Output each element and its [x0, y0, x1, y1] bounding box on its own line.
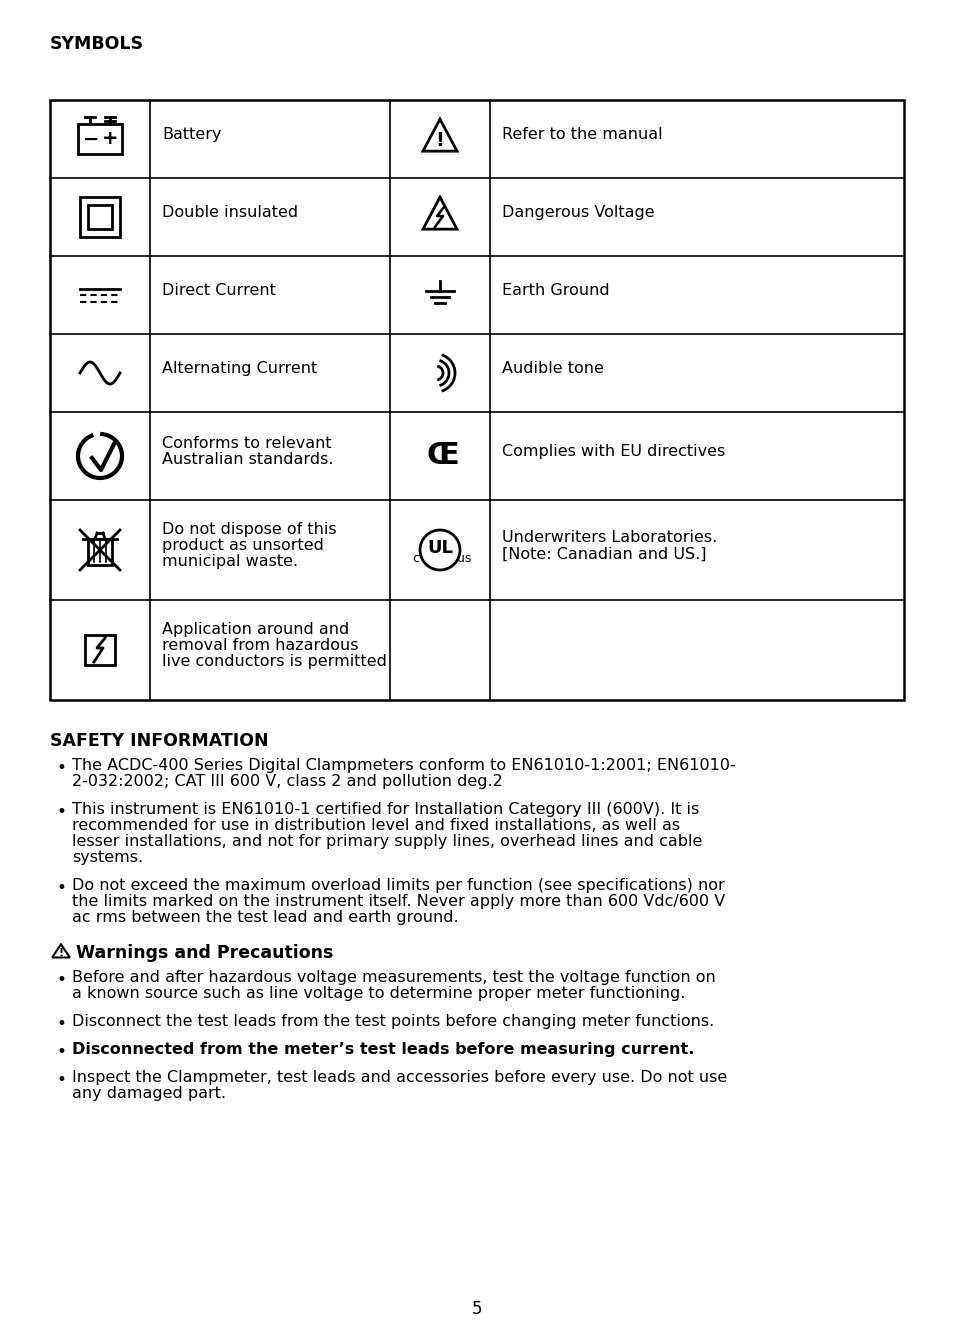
Text: removal from hazardous: removal from hazardous: [162, 639, 358, 653]
Text: •: •: [56, 1015, 66, 1033]
Text: −: −: [83, 130, 99, 148]
Text: SYMBOLS: SYMBOLS: [50, 35, 144, 53]
Text: •: •: [56, 1043, 66, 1061]
Bar: [88, 204, 112, 228]
Text: •: •: [56, 803, 66, 822]
Text: Audible tone: Audible tone: [501, 362, 603, 377]
Text: 2-032:2002; CAT III 600 V, class 2 and pollution deg.2: 2-032:2002; CAT III 600 V, class 2 and p…: [71, 774, 502, 790]
Text: Inspect the Clampmeter, test leads and accessories before every use. Do not use: Inspect the Clampmeter, test leads and a…: [71, 1070, 726, 1085]
Text: •: •: [56, 879, 66, 896]
Text: product as unsorted: product as unsorted: [162, 538, 323, 553]
Bar: [88, 538, 112, 565]
Bar: [78, 124, 122, 154]
Text: Double insulated: Double insulated: [162, 206, 297, 220]
Text: any damaged part.: any damaged part.: [71, 1086, 226, 1101]
Text: c: c: [412, 552, 419, 565]
Text: Battery: Battery: [162, 127, 221, 143]
Text: live conductors is permitted: live conductors is permitted: [162, 655, 387, 669]
Text: !: !: [58, 949, 64, 958]
Text: E: E: [438, 441, 459, 469]
Text: Conforms to relevant: Conforms to relevant: [162, 437, 332, 452]
Text: the limits marked on the instrument itself. Never apply more than 600 Vdc/600 V: the limits marked on the instrument itse…: [71, 894, 724, 908]
Text: a known source such as line voltage to determine proper meter functioning.: a known source such as line voltage to d…: [71, 986, 684, 1001]
Text: SAFETY INFORMATION: SAFETY INFORMATION: [50, 732, 269, 749]
Text: This instrument is EN61010-1 certified for Installation Category III (600V). It : This instrument is EN61010-1 certified f…: [71, 802, 699, 818]
Text: municipal waste.: municipal waste.: [162, 554, 297, 569]
Text: Before and after hazardous voltage measurements, test the voltage function on: Before and after hazardous voltage measu…: [71, 970, 715, 985]
Text: Do not exceed the maximum overload limits per function (see specifications) nor: Do not exceed the maximum overload limit…: [71, 878, 724, 892]
Text: Do not dispose of this: Do not dispose of this: [162, 522, 336, 537]
Text: •: •: [56, 1071, 66, 1089]
Text: systems.: systems.: [71, 850, 143, 864]
Text: us: us: [456, 552, 471, 565]
Text: recommended for use in distribution level and fixed installations, as well as: recommended for use in distribution leve…: [71, 818, 679, 834]
Text: Disconnected from the meter’s test leads before measuring current.: Disconnected from the meter’s test leads…: [71, 1042, 694, 1057]
Text: Dangerous Voltage: Dangerous Voltage: [501, 206, 654, 220]
Bar: [80, 196, 120, 236]
Text: Alternating Current: Alternating Current: [162, 362, 317, 377]
Text: Disconnect the test leads from the test points before changing meter functions.: Disconnect the test leads from the test …: [71, 1014, 714, 1029]
Text: •: •: [56, 759, 66, 778]
Text: +: +: [101, 130, 118, 148]
Text: [Note: Canadian and US.]: [Note: Canadian and US.]: [501, 546, 706, 561]
Text: Direct Current: Direct Current: [162, 283, 275, 298]
Bar: [50, 100, 903, 700]
Text: Complies with EU directives: Complies with EU directives: [501, 445, 724, 460]
Text: 5: 5: [471, 1300, 482, 1319]
Text: Underwriters Laboratories.: Underwriters Laboratories.: [501, 530, 717, 545]
Text: Application around and: Application around and: [162, 623, 349, 637]
Text: UL: UL: [427, 538, 453, 557]
Text: The ACDC-400 Series Digital Clampmeters conform to EN61010-1:2001; EN61010-: The ACDC-400 Series Digital Clampmeters …: [71, 758, 735, 774]
Text: Refer to the manual: Refer to the manual: [501, 127, 662, 143]
Text: !: !: [436, 131, 444, 151]
Text: lesser installations, and not for primary supply lines, overhead lines and cable: lesser installations, and not for primar…: [71, 834, 701, 848]
Text: ac rms between the test lead and earth ground.: ac rms between the test lead and earth g…: [71, 910, 458, 925]
Text: Earth Ground: Earth Ground: [501, 283, 609, 298]
Text: C: C: [426, 441, 449, 469]
Text: Australian standards.: Australian standards.: [162, 453, 334, 468]
Text: Warnings and Precautions: Warnings and Precautions: [76, 945, 333, 962]
Text: •: •: [56, 971, 66, 989]
Bar: [85, 635, 115, 665]
